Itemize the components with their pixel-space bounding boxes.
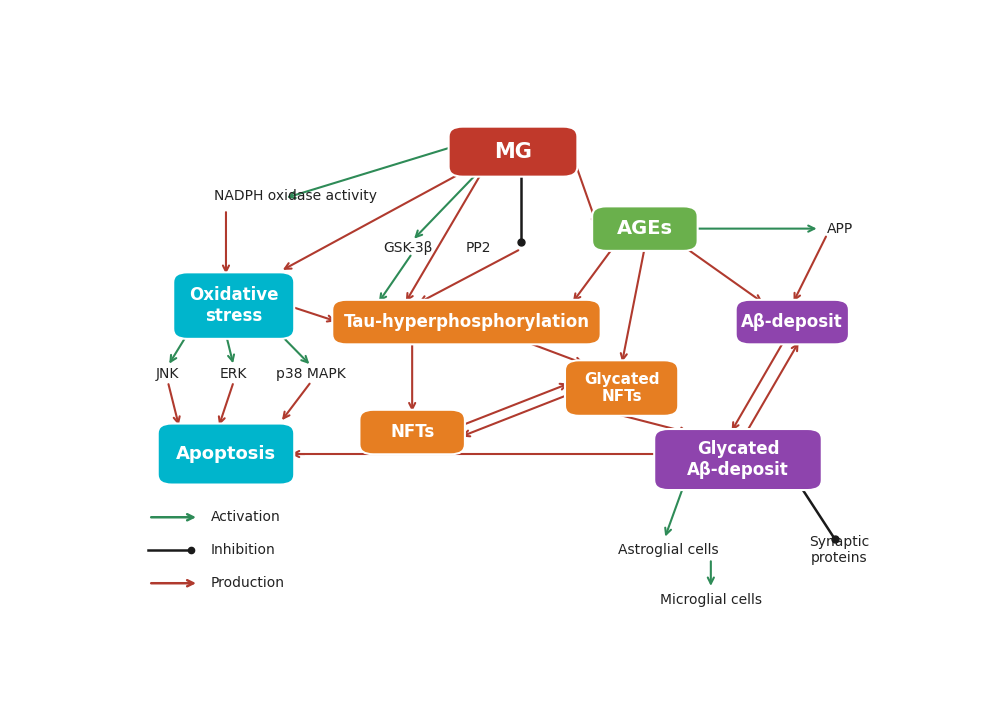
Text: JNK: JNK: [156, 367, 179, 381]
Text: Tau-hyperphosphorylation: Tau-hyperphosphorylation: [343, 313, 590, 331]
Text: Synaptic
proteins: Synaptic proteins: [809, 536, 869, 565]
Text: p38 MAPK: p38 MAPK: [276, 367, 346, 381]
FancyBboxPatch shape: [332, 300, 601, 344]
FancyBboxPatch shape: [593, 206, 698, 251]
FancyBboxPatch shape: [565, 361, 679, 416]
Text: Activation: Activation: [210, 511, 280, 524]
FancyBboxPatch shape: [158, 423, 294, 485]
FancyBboxPatch shape: [655, 429, 822, 490]
Text: NADPH oxidase activity: NADPH oxidase activity: [214, 188, 377, 203]
Text: NFTs: NFTs: [390, 423, 434, 441]
Text: Glycated
NFTs: Glycated NFTs: [584, 372, 660, 404]
FancyBboxPatch shape: [173, 272, 294, 339]
Text: PP2: PP2: [465, 241, 490, 255]
Text: GSK-3β: GSK-3β: [383, 241, 433, 255]
Text: APP: APP: [827, 221, 854, 236]
FancyBboxPatch shape: [736, 300, 849, 344]
Text: AGEs: AGEs: [617, 219, 673, 238]
Text: Oxidative
stress: Oxidative stress: [189, 286, 278, 325]
FancyBboxPatch shape: [359, 410, 464, 454]
Text: Inhibition: Inhibition: [210, 543, 275, 557]
Text: ERK: ERK: [220, 367, 247, 381]
Text: Microglial cells: Microglial cells: [660, 593, 762, 607]
Text: Astroglial cells: Astroglial cells: [618, 543, 719, 557]
Text: Production: Production: [210, 576, 284, 590]
Text: Apoptosis: Apoptosis: [176, 445, 276, 463]
FancyBboxPatch shape: [448, 126, 578, 176]
Text: Glycated
Aβ-deposit: Glycated Aβ-deposit: [687, 440, 789, 479]
Text: MG: MG: [494, 141, 532, 161]
Text: Aβ-deposit: Aβ-deposit: [742, 313, 843, 331]
